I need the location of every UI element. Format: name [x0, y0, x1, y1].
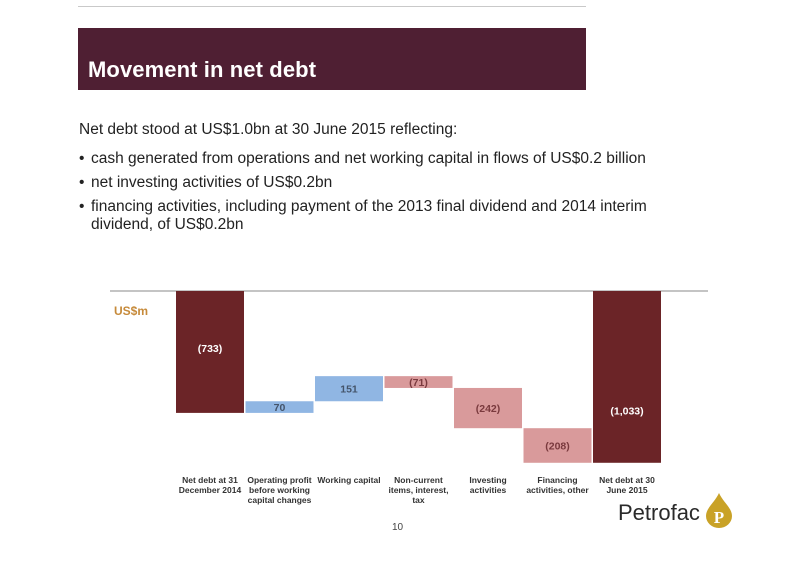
- bar-value-label: (733): [198, 343, 223, 355]
- bar-value-label: (208): [545, 440, 570, 452]
- bar-value-label: (242): [476, 403, 501, 415]
- category-label: Operating profit before working capital …: [247, 475, 312, 505]
- bar-value-label: 70: [274, 402, 286, 414]
- unit-label: US$m: [114, 304, 149, 318]
- logo-text: Petrofac: [618, 500, 700, 525]
- bullet-item: net investing activities of US$0.2bn: [79, 174, 669, 192]
- waterfall-bar: [315, 376, 383, 402]
- top-divider: [78, 6, 586, 7]
- intro-text: Net debt stood at US$1.0bn at 30 June 20…: [79, 121, 458, 138]
- waterfall-bar: [245, 401, 314, 413]
- waterfall-bar: [384, 376, 453, 388]
- category-label: Net debt at 31 December 2014: [178, 475, 242, 495]
- waterfall-bar: [176, 291, 244, 413]
- bar-value-label: 151: [340, 384, 358, 396]
- bullet-list: cash generated from operations and net w…: [79, 150, 669, 240]
- bar-value-label: (1,033): [610, 406, 643, 418]
- page-number: 10: [392, 522, 404, 533]
- bar-value-label: (71): [409, 377, 428, 389]
- category-label: Net debt at 30 June 2015: [599, 475, 655, 495]
- category-label: Investing activities: [469, 475, 507, 495]
- slide-title: Movement in net debt: [88, 57, 317, 82]
- bullet-item: financing activities, including payment …: [79, 198, 669, 234]
- waterfall-bar: [593, 291, 661, 463]
- waterfall-bar: [454, 387, 522, 429]
- logo-drop-icon: P: [706, 493, 732, 528]
- svg-text:P: P: [714, 508, 724, 527]
- title-bar: Movement in net debt: [78, 28, 586, 90]
- bullet-item: cash generated from operations and net w…: [79, 150, 669, 168]
- waterfall-bar: [523, 428, 592, 463]
- category-label: Working capital: [317, 475, 381, 485]
- category-label: Non-current items, interest, tax: [388, 475, 449, 505]
- category-label: Financing activities, other: [526, 475, 589, 495]
